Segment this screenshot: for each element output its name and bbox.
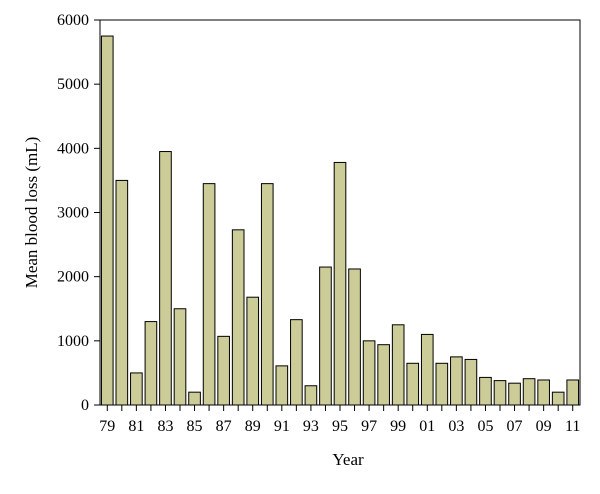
x-tick-label: 79: [99, 418, 115, 435]
bar-81: [130, 372, 143, 406]
bar-98: [377, 344, 390, 406]
bar-92: [290, 319, 303, 406]
bar-99: [391, 324, 405, 406]
bar-07: [508, 382, 521, 406]
bar-96: [348, 268, 361, 406]
bar-05: [479, 376, 492, 406]
bar-84: [173, 308, 187, 406]
bar-91: [275, 365, 289, 406]
bar-04: [464, 358, 478, 406]
x-tick-label: 05: [477, 418, 493, 435]
y-tick-label: 4000: [57, 140, 89, 157]
bar-90: [260, 183, 274, 406]
bar-86: [202, 183, 216, 406]
bar-83: [159, 151, 172, 406]
bar-85: [188, 391, 201, 406]
x-tick-label: 11: [565, 418, 580, 435]
x-tick-label: 99: [390, 418, 406, 435]
x-tick-label: 93: [303, 418, 319, 435]
y-axis-title: Mean blood loss (mL): [22, 137, 41, 289]
bar-95: [333, 161, 347, 406]
bar-87: [217, 335, 230, 406]
y-axis: 0 1000 2000 3000 4000 5000 6000: [57, 12, 100, 414]
bar-08: [522, 378, 536, 406]
x-axis: 79 81 83 85 87 89 91 93 95 97 99 01 03 05 07 09 11: [99, 405, 580, 435]
y-tick-label: 6000: [57, 12, 89, 29]
x-tick-label: 03: [448, 418, 464, 435]
bar-89: [246, 296, 260, 406]
y-tick-label: 0: [81, 397, 89, 414]
bar-97: [362, 340, 376, 406]
bar-79: [100, 35, 114, 406]
y-tick-label: 1000: [57, 333, 89, 350]
x-tick-label: 09: [536, 418, 552, 435]
y-tick-label: 2000: [57, 269, 89, 286]
x-tick-label: 89: [245, 418, 261, 435]
bar-03: [450, 356, 463, 406]
bar-94: [319, 266, 332, 406]
y-tick-label: 3000: [57, 205, 89, 222]
x-tick-label: 85: [187, 418, 203, 435]
x-tick-label: 81: [128, 418, 144, 435]
x-tick-label: 83: [157, 418, 173, 435]
x-tick-label: 01: [419, 418, 435, 435]
bar-80: [115, 179, 129, 406]
bar-00: [406, 362, 420, 406]
y-tick-label: 5000: [57, 76, 89, 93]
x-axis-title: Year: [332, 450, 364, 469]
x-tick-label: 97: [361, 418, 377, 435]
bar-09: [537, 379, 550, 406]
bar-11: [566, 379, 580, 406]
bar-10: [551, 391, 565, 406]
bar-88: [231, 229, 245, 406]
bar-01: [420, 333, 434, 406]
x-tick-label: 07: [507, 418, 523, 435]
x-tick-label: 95: [332, 418, 348, 435]
bars-layer: [100, 35, 580, 406]
bar-02: [435, 362, 449, 406]
bar-93: [304, 385, 318, 406]
bar-06: [493, 380, 507, 406]
x-tick-label: 87: [216, 418, 232, 435]
bar-82: [144, 321, 158, 406]
x-tick-label: 91: [274, 418, 290, 435]
